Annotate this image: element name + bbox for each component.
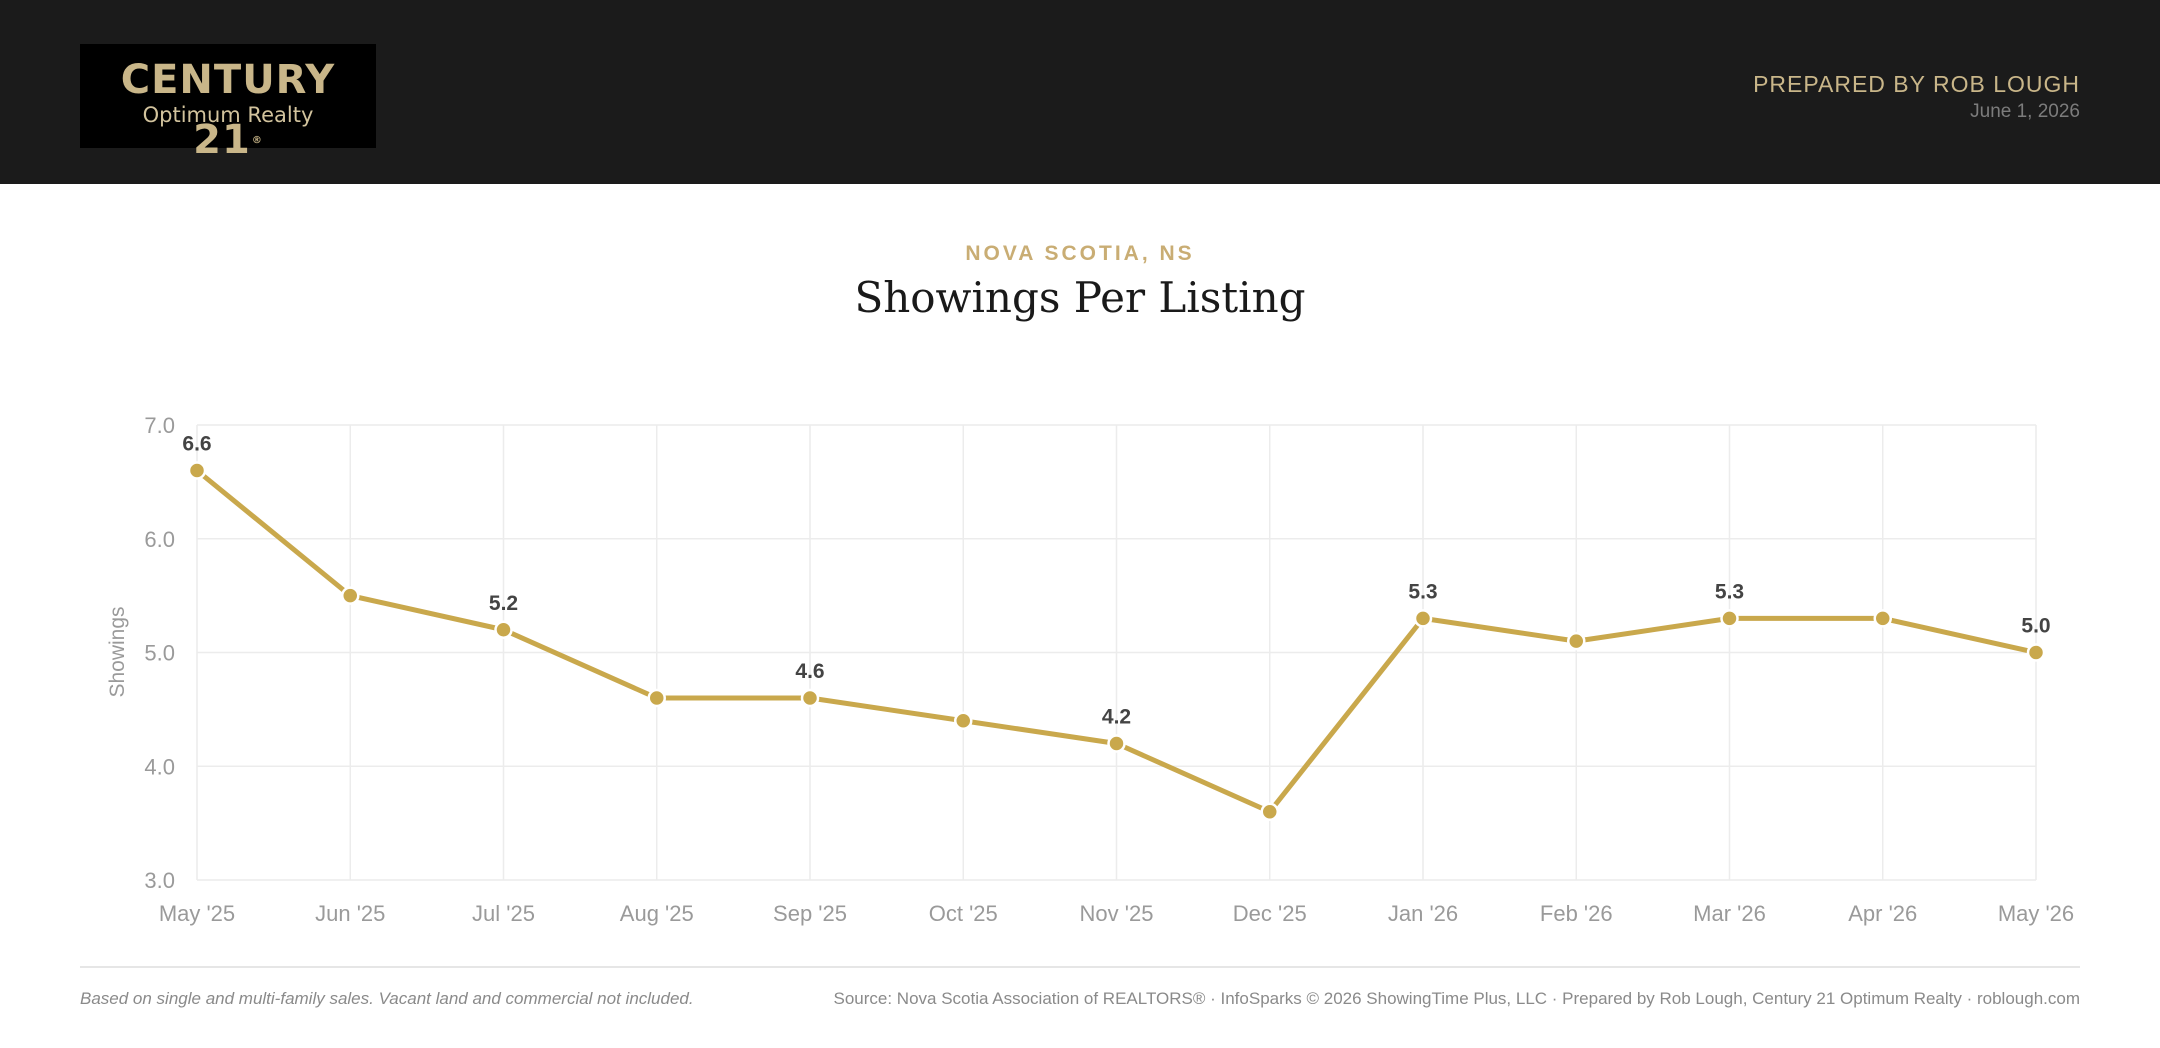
prepared-by: PREPARED BY ROB LOUGH: [1753, 71, 2080, 97]
x-tick-label: Jan '26: [1388, 901, 1458, 926]
data-label: 6.6: [182, 433, 211, 456]
data-point: [647, 688, 666, 708]
data-point: [187, 461, 207, 480]
region-label: NOVA SCOTIA, NS: [965, 242, 1195, 265]
data-point: [1720, 609, 1739, 628]
x-tick-label: Oct '25: [929, 901, 998, 926]
data-label: 5.3: [1408, 580, 1437, 603]
x-tick-label: Dec '25: [1233, 901, 1307, 926]
data-point: [1260, 802, 1279, 821]
data-point: [341, 586, 360, 605]
chart-grid: [196, 424, 2037, 881]
report-date: June 1, 2026: [1970, 101, 2080, 122]
x-tick-label: Jul '25: [472, 901, 535, 926]
x-tick-label: Apr '26: [1848, 901, 1917, 926]
y-tick-label: 3.0: [144, 868, 175, 893]
logo-brand: CENTURY 21®: [120, 57, 336, 163]
data-point: [1873, 609, 1892, 628]
data-point: [2026, 643, 2046, 662]
data-label: 5.0: [2021, 615, 2050, 638]
x-tick-label: May '26: [1998, 901, 2074, 926]
series-group: 6.6 5.2 4.6 4.2 5.3 5.3 5.0: [182, 433, 2051, 821]
y-axis-label: Showings: [106, 606, 129, 697]
data-label: 5.3: [1715, 580, 1744, 603]
y-tick-label: 5.0: [144, 641, 175, 666]
y-tick-label: 4.0: [144, 754, 175, 779]
x-tick-label: Sep '25: [773, 901, 847, 926]
data-point: [1413, 609, 1433, 628]
x-tick-label: Feb '26: [1540, 901, 1613, 926]
y-tick-label: 7.0: [144, 413, 175, 438]
data-point: [1107, 734, 1126, 753]
y-axis-ticks: 3.0 4.0 5.0 6.0 7.0: [144, 413, 175, 893]
x-tick-label: Jun '25: [315, 901, 385, 926]
footer-source: Source: Nova Scotia Association of REALT…: [833, 989, 2081, 1008]
data-label: 4.6: [795, 660, 824, 683]
data-point: [494, 620, 513, 639]
y-tick-label: 6.0: [144, 527, 175, 552]
data-point: [1567, 631, 1586, 651]
logo-brand-text: CENTURY 21: [120, 57, 336, 163]
x-axis-ticks: May '25 Jun '25 Jul '25 Aug '25 Sep '25 Oct '…: [159, 901, 2074, 926]
x-tick-label: Nov '25: [1080, 901, 1154, 926]
footer-note: Based on single and multi-family sales. …: [80, 989, 694, 1008]
data-point: [800, 688, 820, 708]
data-label: 5.2: [489, 592, 518, 615]
data-point: [954, 711, 973, 730]
report-header: CENTURY 21® Optimum Realty PREPARED BY R…: [0, 0, 2160, 184]
x-tick-label: May '25: [159, 901, 235, 926]
footer-divider: [80, 966, 2080, 968]
logo-sub: Optimum Realty: [142, 103, 314, 127]
century21-logo: CENTURY 21® Optimum Realty: [80, 44, 376, 163]
data-label: 4.2: [1102, 706, 1131, 729]
chart-title: Showings Per Listing: [854, 273, 1306, 322]
x-tick-label: Aug '25: [620, 901, 694, 926]
x-tick-label: Mar '26: [1693, 901, 1766, 926]
